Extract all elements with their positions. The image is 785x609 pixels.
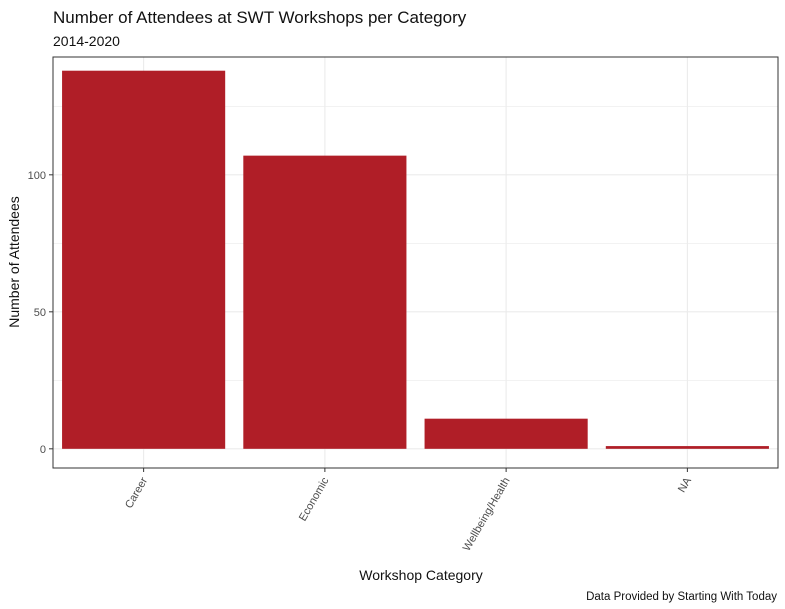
bars — [62, 70, 769, 449]
bar-economic — [243, 155, 407, 449]
x-axis: Career Economic Wellbeing/Health NA — [123, 468, 694, 553]
y-tick-label: 0 — [40, 444, 46, 456]
bar-na — [605, 446, 769, 449]
x-axis-title: Workshop Category — [359, 567, 482, 583]
y-tick-label: 100 — [28, 170, 46, 182]
y-axis-title: Number of Attendees — [6, 196, 22, 328]
chart-title: Number of Attendees at SWT Workshops per… — [53, 8, 467, 27]
bar-wellbeing-health — [424, 418, 588, 449]
y-axis: 0 50 100 — [28, 170, 53, 456]
y-tick-label: 50 — [34, 307, 46, 319]
x-tick-label: Wellbeing/Health — [461, 476, 513, 554]
x-tick-label: Career — [123, 475, 150, 510]
x-tick-label: Economic — [297, 475, 332, 523]
x-tick-label: NA — [676, 475, 694, 495]
panel-border — [52, 56, 779, 469]
bar-career — [62, 70, 226, 449]
chart-subtitle: 2014-2020 — [53, 33, 120, 49]
chart-caption: Data Provided by Starting With Today — [586, 591, 777, 603]
